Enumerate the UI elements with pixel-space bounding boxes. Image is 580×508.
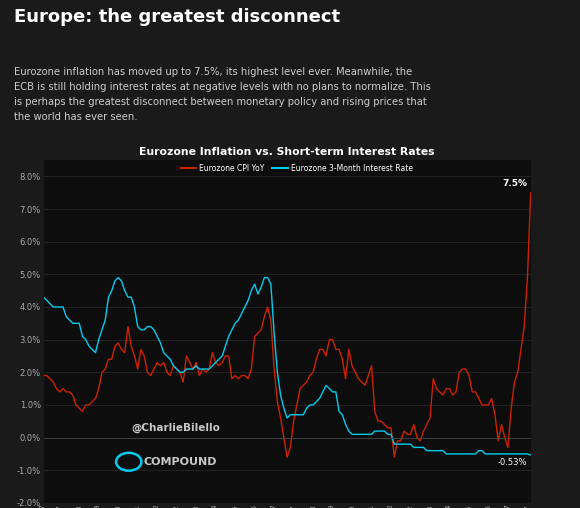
Eurozone CPI YoY: [521, 324, 528, 330]
Text: 7.5%: 7.5%: [502, 179, 527, 188]
Eurozone CPI YoY: [527, 189, 534, 196]
Eurozone CPI YoY: [339, 356, 346, 362]
Line: Eurozone 3-Month Interest Rate: Eurozone 3-Month Interest Rate: [44, 277, 531, 455]
Text: Eurozone inflation has moved up to 7.5%, its highest level ever. Meanwhile, the
: Eurozone inflation has moved up to 7.5%,…: [14, 67, 432, 121]
Eurozone 3-Month Interest Rate: [115, 274, 122, 280]
Eurozone 3-Month Interest Rate: [339, 411, 346, 418]
Text: -0.53%: -0.53%: [498, 458, 527, 467]
Line: Eurozone CPI YoY: Eurozone CPI YoY: [44, 193, 531, 457]
Eurozone 3-Month Interest Rate: [385, 431, 392, 437]
Legend: Eurozone CPI YoY, Eurozone 3-Month Interest Rate: Eurozone CPI YoY, Eurozone 3-Month Inter…: [181, 164, 413, 173]
Eurozone CPI YoY: [40, 372, 47, 378]
Eurozone CPI YoY: [277, 415, 284, 421]
Eurozone 3-Month Interest Rate: [352, 431, 359, 437]
Eurozone CPI YoY: [352, 369, 359, 375]
Eurozone 3-Month Interest Rate: [280, 405, 287, 411]
Eurozone CPI YoY: [385, 425, 392, 431]
Eurozone 3-Month Interest Rate: [521, 451, 528, 457]
Eurozone CPI YoY: [284, 454, 291, 460]
Eurozone CPI YoY: [212, 360, 219, 366]
Eurozone 3-Month Interest Rate: [40, 294, 47, 300]
Text: COMPOUND: COMPOUND: [143, 457, 217, 467]
Text: Eurozone Inflation vs. Short-term Interest Rates: Eurozone Inflation vs. Short-term Intere…: [139, 147, 435, 157]
Eurozone 3-Month Interest Rate: [215, 356, 222, 362]
Text: @CharlieBilello: @CharlieBilello: [131, 422, 220, 433]
Eurozone 3-Month Interest Rate: [527, 452, 534, 458]
Text: Europe: the greatest disconnect: Europe: the greatest disconnect: [14, 8, 340, 26]
